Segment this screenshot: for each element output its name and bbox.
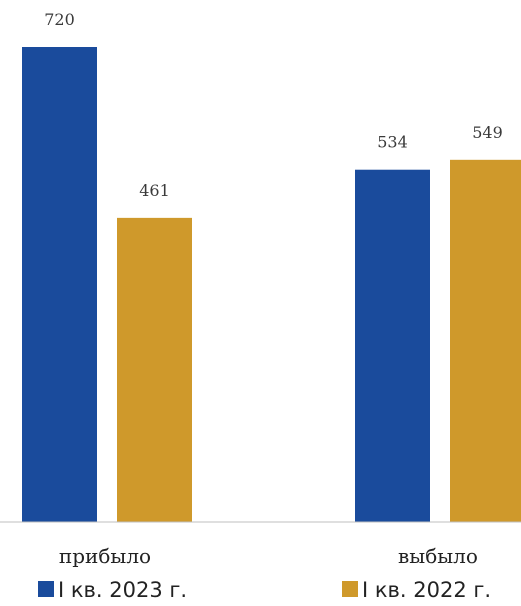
value-label-1-2: 461 xyxy=(139,181,170,200)
value-label-1-1: 720 xyxy=(44,10,75,29)
value-label-2-2: 549 xyxy=(472,123,503,142)
value-labels-group: 720 461 534 549 xyxy=(44,10,503,200)
legend-swatch-2 xyxy=(342,581,358,597)
value-label-2-1: 534 xyxy=(377,133,408,152)
legend-swatch-1 xyxy=(38,581,54,597)
category-labels-group: прибыло выбыло xyxy=(59,544,478,568)
legend-label-1: I кв. 2023 г. xyxy=(58,578,187,602)
bar-2-2 xyxy=(450,159,521,522)
legend-label-2: I кв. 2022 г. xyxy=(362,578,491,602)
category-label-1: прибыло xyxy=(59,544,151,568)
category-label-2: выбыло xyxy=(398,544,478,568)
bar-1-2 xyxy=(117,217,192,523)
bars-group xyxy=(22,47,521,523)
bar-1-1 xyxy=(22,47,97,522)
legend: I кв. 2023 г. I кв. 2022 г. xyxy=(38,578,491,602)
bar-2-1 xyxy=(355,169,430,523)
